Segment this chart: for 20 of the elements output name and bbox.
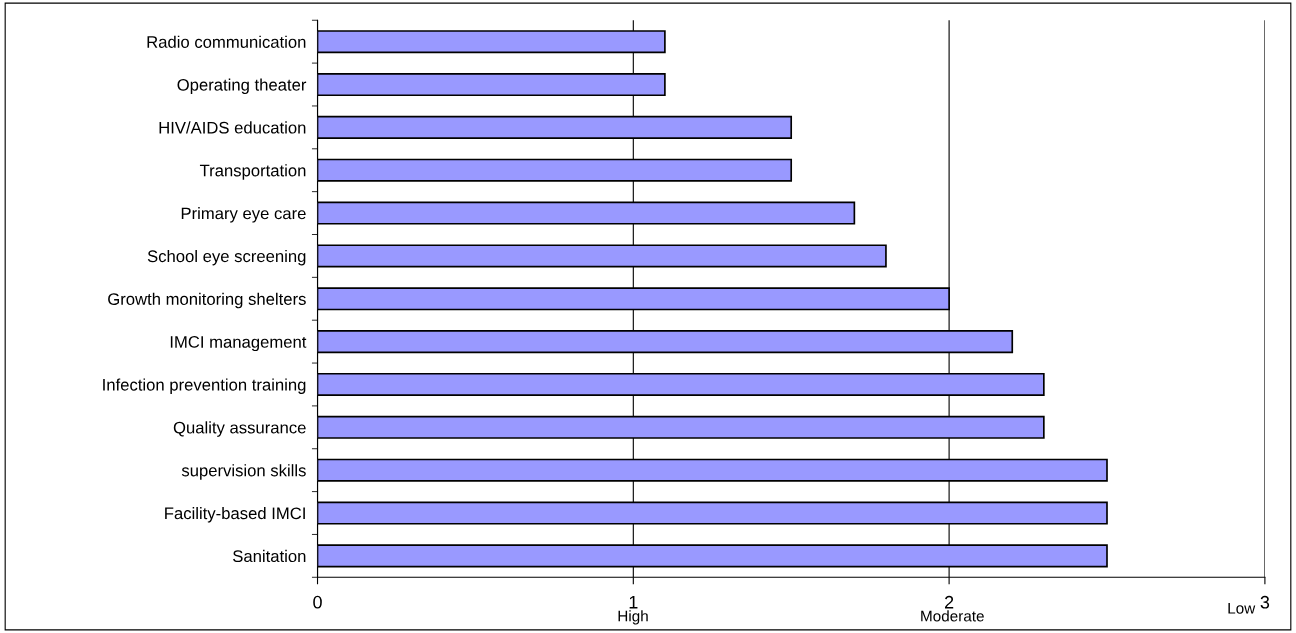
y-tick-label: Sanitation	[233, 549, 306, 563]
y-tick-label: Primary eye care	[181, 207, 306, 223]
y-tick-label: HIV/AIDS education	[159, 121, 306, 134]
y-tick-label: Quality assurance	[173, 421, 306, 437]
y-tick-label: Transportation	[199, 164, 306, 180]
x-tick-label: 0	[313, 595, 322, 609]
x-tick-label: 3	[1260, 595, 1270, 609]
text: Low	[1228, 603, 1256, 614]
x-tick-label: 2	[944, 595, 954, 609]
text: Moderate	[921, 610, 984, 622]
y-tick-label: Infection prevention training	[103, 378, 306, 394]
y-tick-label: Growth monitoring shelters	[108, 292, 306, 309]
y-tick-label: Operating theater	[177, 78, 307, 95]
y-tick-label: IMCI management	[170, 336, 307, 352]
y-tick-label: supervision skills	[181, 464, 306, 480]
y-tick-label: Facility-based IMCI	[165, 506, 305, 523]
text: High	[618, 610, 648, 625]
x-tick-label: 1	[629, 596, 638, 609]
y-tick-label: School eye screening	[147, 249, 306, 266]
y-tick-label: Radio communication	[147, 35, 306, 48]
